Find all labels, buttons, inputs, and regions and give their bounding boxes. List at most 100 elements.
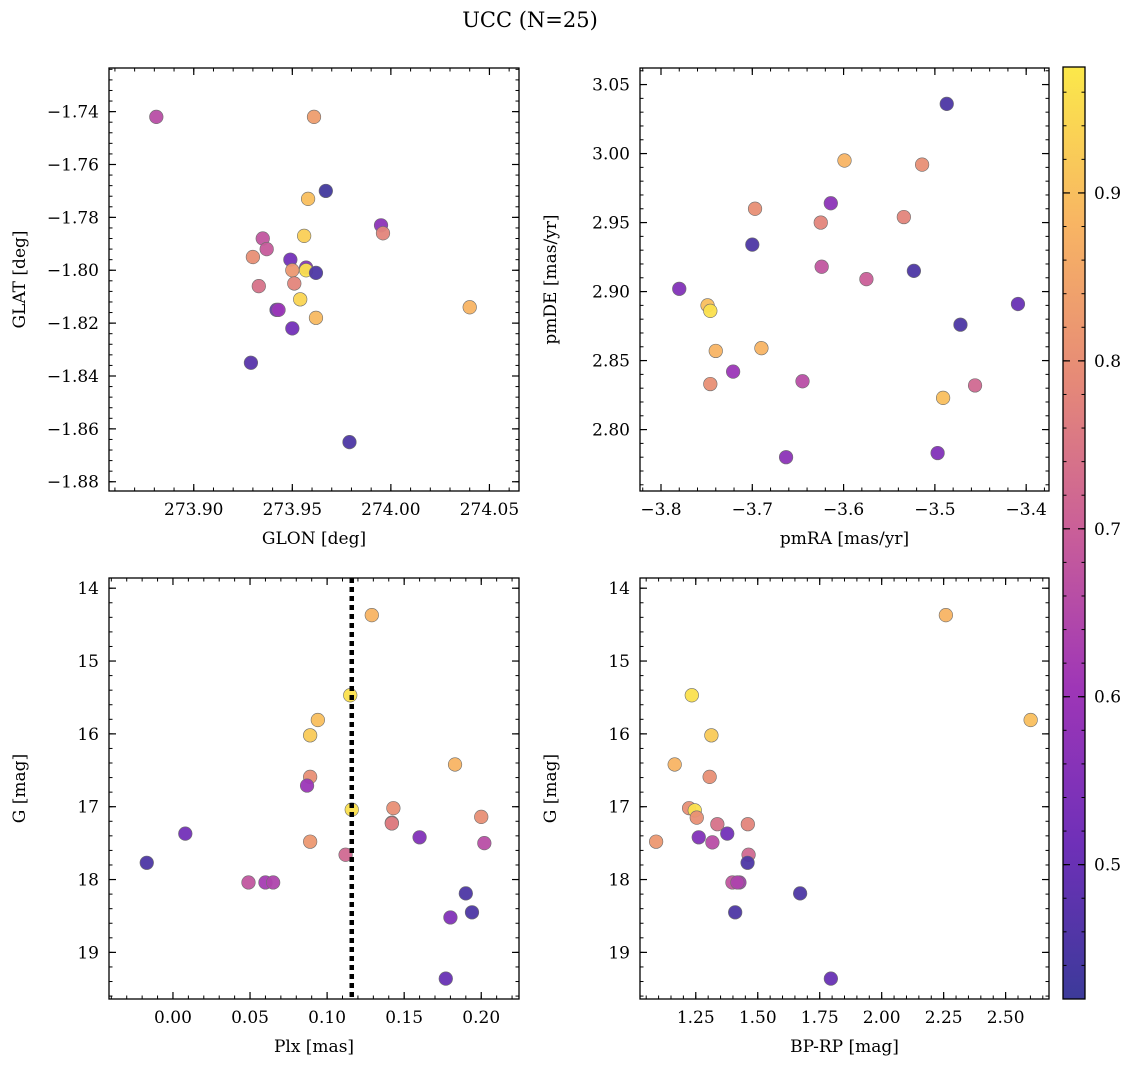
x-tick-label: 0.05: [231, 1008, 269, 1028]
data-point: [728, 905, 743, 920]
axes-frame: [639, 67, 1050, 492]
data-point: [689, 810, 704, 825]
x-tick-label: 0.00: [154, 1008, 192, 1028]
data-point: [702, 769, 717, 784]
data-point: [266, 875, 281, 890]
data-point: [245, 249, 260, 265]
data-point: [672, 281, 687, 296]
data-point: [814, 259, 829, 274]
colorbar-tick-label: 0.6: [1094, 688, 1121, 708]
x-tick-label: 1.50: [739, 1008, 777, 1028]
data-point: [708, 343, 723, 359]
figure-title: UCC (N=25): [462, 8, 598, 32]
x-tick-label: −3.4: [1006, 500, 1047, 520]
data-point: [386, 801, 401, 816]
colorbar-tick-label: 0.9: [1094, 184, 1121, 204]
data-point: [935, 390, 951, 405]
y-tick-label: 17: [608, 798, 630, 818]
data-point: [297, 228, 312, 243]
y-tick-label: −1.84: [47, 367, 99, 387]
data-point: [285, 321, 300, 336]
x-tick-label: −3.6: [823, 500, 864, 520]
y-tick-label: 3.00: [592, 145, 630, 165]
y-tick-label: 16: [77, 725, 99, 745]
data-point: [795, 374, 810, 389]
panel-pmra_pmde: −3.8 −3.7 −3.6 −3.5 −3.4 2.80 2.85 2.90 2.95 3.00…: [541, 67, 1050, 549]
axes-frame: [108, 577, 520, 1000]
panel-plx_g: 0.00 0.05 0.10 0.15 0.20 14 15 16 17 18 19 Plx [mas…: [10, 577, 520, 1057]
data-point: [384, 816, 399, 831]
data-point: [308, 310, 324, 325]
x-tick-label: 1.25: [677, 1008, 715, 1028]
x-tick-label: 273.95: [263, 500, 322, 520]
data-point: [306, 109, 322, 125]
data-point: [318, 183, 333, 199]
y-tick-label: 14: [608, 579, 630, 599]
data-point: [710, 817, 725, 832]
data-point: [740, 817, 755, 832]
data-point: [823, 196, 838, 211]
data-point: [837, 153, 852, 168]
y-tick-label: 2.95: [592, 214, 630, 234]
y-tick-label: −1.88: [47, 473, 99, 493]
y-axis-label: pmDE [mas/yr]: [541, 214, 561, 344]
data-point: [754, 341, 769, 356]
y-tick-label: −1.74: [47, 103, 99, 123]
data-point: [915, 157, 930, 172]
data-point: [740, 855, 755, 870]
colorbar-tick-label: 0.7: [1094, 520, 1121, 540]
y-tick-label: 3.05: [592, 76, 630, 96]
data-point: [703, 376, 718, 392]
data-point: [730, 875, 745, 890]
data-point: [703, 303, 718, 318]
data-point: [139, 855, 154, 870]
y-tick-label: 14: [77, 579, 99, 599]
panel-glon_glat: 273.90 273.95 274.00 274.05 −1.88 −1.86 −1.84 −…: [10, 67, 520, 549]
data-point: [375, 226, 391, 241]
data-point: [684, 688, 699, 703]
y-tick-label: −1.86: [47, 420, 99, 440]
data-point: [299, 778, 315, 793]
data-point: [474, 809, 489, 825]
y-tick-label: 2.85: [592, 352, 630, 372]
data-point: [1010, 296, 1026, 312]
x-tick-label: 0.10: [308, 1008, 346, 1028]
x-tick-label: −3.7: [732, 500, 773, 520]
x-tick-label: 2.00: [863, 1008, 901, 1028]
x-tick-label: −3.5: [914, 500, 955, 520]
data-point: [1023, 712, 1038, 728]
data-point: [271, 302, 286, 318]
x-tick-label: 274.05: [460, 500, 519, 520]
data-point: [293, 292, 308, 307]
data-point: [704, 728, 719, 743]
x-axis-label: pmRA [mas/yr]: [780, 529, 909, 549]
x-tick-label: 0.20: [462, 1008, 500, 1028]
data-point: [823, 971, 838, 986]
y-tick-label: 18: [77, 871, 99, 891]
y-tick-label: 19: [77, 943, 99, 963]
y-tick-label: 15: [608, 652, 630, 672]
colorbar-tick-label: 0.8: [1094, 352, 1121, 372]
data-point: [178, 826, 193, 841]
data-point: [720, 826, 735, 841]
y-tick-label: −1.78: [47, 208, 99, 228]
data-point: [412, 830, 427, 845]
colorbar-tick-label: 0.5: [1094, 856, 1121, 876]
data-point: [793, 886, 808, 901]
x-axis-label: GLON [deg]: [262, 529, 366, 549]
x-tick-label: 0.15: [385, 1008, 423, 1028]
data-point: [747, 201, 763, 216]
y-axis-label: G [mag]: [541, 754, 561, 823]
data-point: [906, 263, 921, 278]
y-tick-label: −1.80: [47, 261, 99, 281]
x-tick-label: 274.00: [361, 500, 420, 520]
y-tick-label: 19: [608, 943, 630, 963]
data-point: [300, 191, 316, 206]
data-point: [705, 835, 720, 850]
data-point: [243, 355, 259, 370]
data-point: [667, 757, 682, 772]
x-tick-label: 273.90: [164, 500, 223, 520]
y-tick-label: 2.80: [592, 421, 630, 441]
x-tick-label: 2.50: [987, 1008, 1025, 1028]
